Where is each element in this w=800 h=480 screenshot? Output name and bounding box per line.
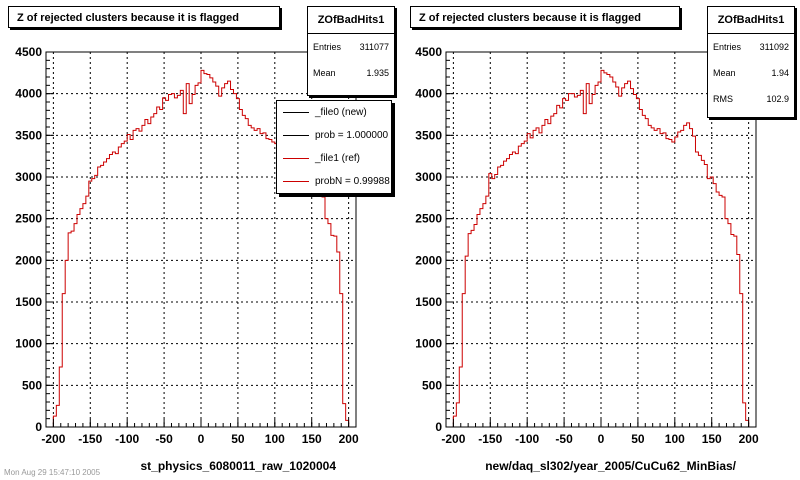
x-tick-label: -150 — [78, 432, 102, 446]
stats-label: Entries — [313, 42, 342, 52]
left-legend: _file0 (new) prob = 1.000000 _file1 (ref… — [276, 100, 392, 194]
histogram-series — [452, 69, 750, 427]
y-tick-label: 1500 — [15, 295, 42, 309]
x-tick-label: -200 — [441, 432, 465, 446]
y-tick-label: 3500 — [15, 128, 42, 142]
footer-timestamp: Mon Aug 29 15:47:10 2005 — [4, 468, 101, 477]
x-tick-label: -50 — [155, 432, 173, 446]
y-tick-label: 500 — [422, 378, 442, 392]
left-title: Z of rejected clusters because it is fla… — [8, 6, 280, 28]
y-tick-label: 4000 — [415, 87, 442, 101]
y-tick-label: 500 — [22, 378, 42, 392]
legend-entry-probn: probN = 0.99988 — [277, 170, 391, 193]
right-stats-name: ZOfBadHits1 — [708, 7, 794, 34]
stats-label: Entries — [713, 42, 742, 52]
x-tick-label: -200 — [41, 432, 65, 446]
stats-label: RMS — [713, 94, 733, 104]
x-tick-label: 0 — [598, 432, 605, 446]
legend-entry-prob: prob = 1.000000 — [277, 124, 391, 147]
legend-entry-file0: _file0 (new) — [277, 101, 391, 124]
legend-label: prob = 1.000000 — [315, 130, 389, 141]
left-stats-entries: Entries 311077 — [308, 34, 394, 60]
y-tick-label: 2000 — [15, 253, 42, 267]
left-stats-name: ZOfBadHits1 — [308, 7, 394, 34]
y-tick-label: 1500 — [415, 295, 442, 309]
x-axis-label: new/daq_sl302/year_2005/CuCu62_MinBias/ — [485, 459, 736, 473]
legend-line-black — [283, 135, 309, 136]
y-tick-label: 3000 — [415, 170, 442, 184]
right-stats-entries: Entries 311092 — [708, 34, 794, 60]
legend-entry-file1: _file1 (ref) — [277, 147, 391, 170]
legend-line-red — [283, 181, 309, 182]
legend-line-black — [283, 112, 309, 113]
x-tick-label: 0 — [198, 432, 205, 446]
stats-value: 1.94 — [771, 68, 789, 78]
y-tick-label: 1000 — [15, 337, 42, 351]
y-tick-label: 2500 — [15, 212, 42, 226]
x-tick-label: 50 — [631, 432, 645, 446]
right-stats-box: ZOfBadHits1 Entries 311092 Mean 1.94 RMS… — [707, 6, 795, 118]
stats-value: 311092 — [759, 42, 789, 52]
left-stats-mean: Mean 1.935 — [308, 60, 394, 86]
legend-line-red — [283, 158, 309, 159]
y-tick-label: 2000 — [415, 253, 442, 267]
y-tick-label: 1000 — [415, 337, 442, 351]
y-tick-label: 0 — [435, 420, 442, 434]
stats-label: Mean — [713, 68, 736, 78]
x-tick-label: 150 — [302, 432, 322, 446]
right-pad: -200 -150 -100 -50 0 50 100 150 200 0 500 1000 1500 2… — [400, 0, 800, 480]
right-stats-rms: RMS 102.9 — [708, 86, 794, 112]
y-tick-label: 4000 — [15, 87, 42, 101]
y-tick-label: 0 — [35, 420, 42, 434]
x-tick-label: 200 — [739, 432, 759, 446]
y-tick-label: 4500 — [415, 45, 442, 59]
y-tick-label: 3000 — [15, 170, 42, 184]
x-tick-label: 200 — [339, 432, 359, 446]
left-plot: -200 -150 -100 -50 0 50 100 150 2000500100015002… — [15, 45, 359, 473]
x-tick-label: 150 — [702, 432, 722, 446]
x-tick-label: -150 — [478, 432, 502, 446]
left-pad: -200 -150 -100 -50 0 50 100 150 200 0 500 1000 1500 2… — [8, 6, 395, 473]
legend-label: _file1 (ref) — [315, 153, 361, 164]
stats-value: 102.9 — [766, 94, 789, 104]
x-tick-label: 100 — [265, 432, 285, 446]
right-stats-mean: Mean 1.94 — [708, 60, 794, 86]
stats-value: 1.935 — [366, 68, 389, 78]
x-tick-label: -50 — [555, 432, 573, 446]
stats-label: Mean — [313, 68, 336, 78]
x-axis-label: st_physics_6080011_raw_1020004 — [140, 459, 336, 473]
x-tick-label: -100 — [115, 432, 139, 446]
x-tick-label: 50 — [231, 432, 245, 446]
right-plot: -200 -150 -100 -50 0 50 100 150 2000500100015002… — [415, 45, 759, 473]
legend-label: probN = 0.99988 — [315, 176, 390, 187]
x-tick-label: -100 — [515, 432, 539, 446]
right-title: Z of rejected clusters because it is fla… — [410, 6, 680, 28]
y-tick-label: 3500 — [415, 128, 442, 142]
x-tick-label: 100 — [665, 432, 685, 446]
legend-label: _file0 (new) — [315, 107, 367, 118]
stats-value: 311077 — [359, 42, 389, 52]
y-tick-label: 2500 — [415, 212, 442, 226]
left-stats-box: ZOfBadHits1 Entries 311077 Mean 1.935 — [307, 6, 395, 96]
y-tick-label: 4500 — [15, 45, 42, 59]
